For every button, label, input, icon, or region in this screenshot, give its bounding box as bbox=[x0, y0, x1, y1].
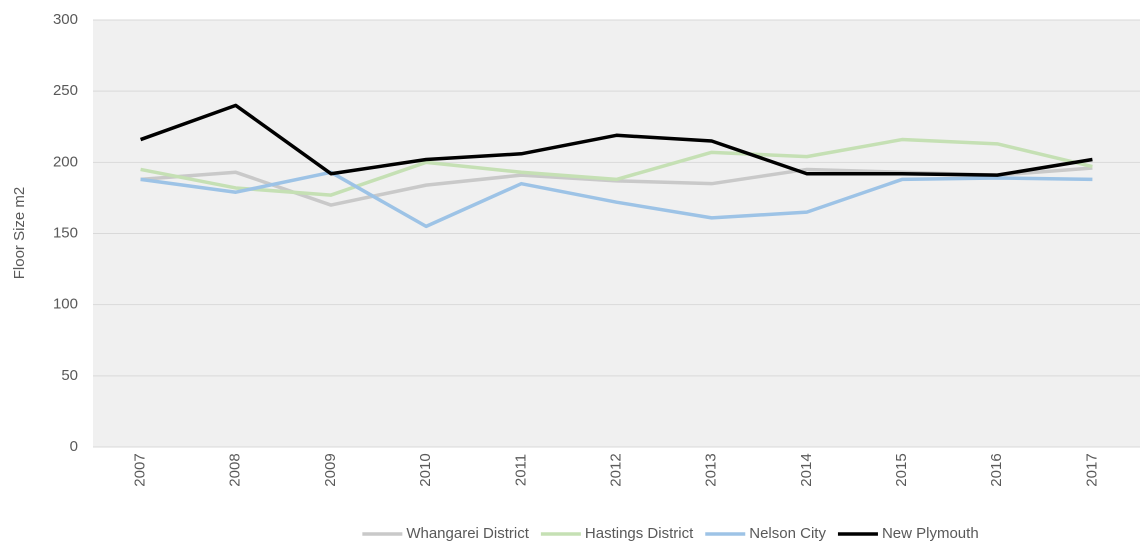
y-tick-label: 300 bbox=[53, 11, 78, 28]
y-tick-label: 50 bbox=[61, 367, 78, 384]
x-tick-label: 2010 bbox=[417, 453, 434, 486]
legend-label: New Plymouth bbox=[882, 525, 979, 542]
legend-label: Whangarei District bbox=[406, 525, 529, 542]
series-line bbox=[140, 137, 1093, 197]
y-tick-label: 250 bbox=[53, 82, 78, 99]
x-tick-label: 2016 bbox=[988, 453, 1005, 486]
x-tick-label: 2017 bbox=[1083, 453, 1100, 486]
x-tick-label: 2013 bbox=[703, 453, 720, 486]
x-tick-label: 2015 bbox=[893, 453, 910, 486]
y-tick-label: 150 bbox=[53, 224, 78, 241]
series-line bbox=[139, 103, 1093, 177]
y-tick-label: 200 bbox=[53, 153, 78, 170]
x-tick-label: 2009 bbox=[322, 453, 339, 486]
series-line bbox=[140, 170, 1093, 229]
x-tick-label: 2014 bbox=[798, 453, 815, 486]
y-tick-label: 100 bbox=[53, 296, 78, 313]
x-tick-label: 2008 bbox=[227, 453, 244, 486]
legend-label: Nelson City bbox=[749, 525, 826, 542]
y-tick-label: 0 bbox=[70, 438, 78, 455]
x-tick-label: 2007 bbox=[132, 453, 149, 486]
legend-label: Hastings District bbox=[585, 525, 694, 542]
x-tick-label: 2012 bbox=[607, 453, 624, 486]
x-tick-label: 2011 bbox=[512, 454, 529, 486]
y-axis-title: Floor Size m2 bbox=[11, 187, 28, 280]
